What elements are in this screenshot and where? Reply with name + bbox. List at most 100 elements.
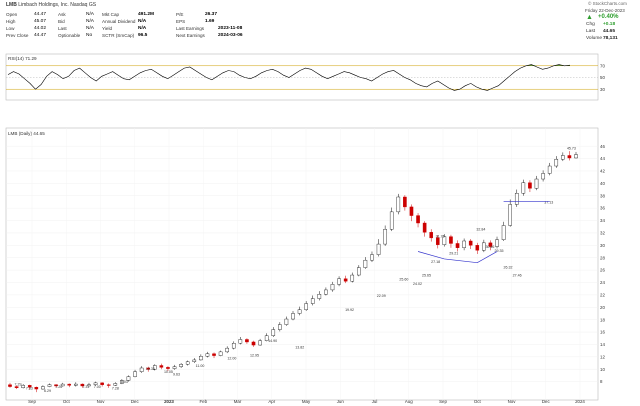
candle-body xyxy=(179,364,183,367)
candle-body xyxy=(488,242,493,247)
chg-label: Chg xyxy=(586,22,595,27)
price-frame xyxy=(5,127,599,401)
candle-body xyxy=(396,196,401,213)
last-earnings-label: Last Earnings xyxy=(176,26,205,31)
candle-body xyxy=(245,339,249,343)
next-earnings-label: Next Earnings xyxy=(176,33,205,38)
candle-body xyxy=(370,254,374,261)
price-title: LMB (Daily) 44.65 xyxy=(8,131,45,136)
rsi-line xyxy=(7,64,571,91)
candle-body xyxy=(383,229,387,245)
price-annotation: 32.84 xyxy=(476,228,485,232)
candle-body xyxy=(133,371,137,377)
price-annotation: 25.65 xyxy=(422,274,431,278)
candle-body xyxy=(297,309,302,314)
price-annotation: 24.02 xyxy=(413,282,422,286)
candle-body xyxy=(251,341,256,346)
candle-body xyxy=(47,384,52,387)
candle-body xyxy=(442,236,447,245)
price-x-tick-label: Dec xyxy=(542,399,551,404)
optionable-value: No xyxy=(86,33,93,38)
price-y-ticks: 46 44 42 40 38 36 34 32 30 28 26 24 22 20 18 16 14 12 10 8 xyxy=(600,144,605,384)
symbol-title: LMB Limbach Holdings, Inc. Nasdaq GS xyxy=(6,2,96,8)
candle-body xyxy=(429,232,434,239)
candle-body xyxy=(284,318,289,325)
price-tick-label: 28 xyxy=(600,255,605,260)
candle-body xyxy=(139,367,144,372)
bid-value: N/A xyxy=(86,19,94,24)
pe-value: 26.37 xyxy=(205,12,218,17)
price-annotation: 7.31 xyxy=(82,385,89,389)
price-annotation: 29.21 xyxy=(449,251,458,255)
price-annotation: 14.90 xyxy=(268,339,277,343)
candle-body xyxy=(8,384,12,387)
candle-body xyxy=(54,384,58,387)
price-x-tick-label: 2023 xyxy=(164,399,174,404)
candle-body xyxy=(152,365,157,370)
candle-body xyxy=(409,206,414,216)
price-annotation: 7.29 xyxy=(15,383,22,387)
price-x-tick-label: Sep xyxy=(439,399,447,404)
candle-body xyxy=(574,154,578,159)
price-annotation: 7.00 xyxy=(94,385,101,389)
candle-body xyxy=(146,367,151,370)
candle-body xyxy=(475,245,480,251)
candle-body xyxy=(343,278,348,282)
price-tick-label: 34 xyxy=(600,218,605,223)
candle-body xyxy=(60,383,65,387)
rsi-tick-label: 50 xyxy=(600,75,605,80)
price-tick-label: 36 xyxy=(600,206,605,211)
candle-body xyxy=(495,239,499,247)
change-percent: +0.40% xyxy=(598,14,619,20)
candle-body xyxy=(67,383,72,386)
candle-body xyxy=(528,182,532,189)
candle-body xyxy=(376,243,381,255)
annual-dividend-value: N/A xyxy=(138,19,147,24)
rsi-panel: RSI(14) 71.29 70 50 30 xyxy=(5,53,605,101)
candle-body xyxy=(514,193,519,205)
price-annotation: 9.63 xyxy=(173,373,180,377)
sctr-value: 96.5 xyxy=(138,33,148,38)
candle-body xyxy=(363,259,368,268)
price-x-tick-label: Nov xyxy=(97,399,106,404)
price-tick-label: 8 xyxy=(600,379,603,384)
price-x-ticks: Sep Oct Nov Dec 2023 Feb Mar Apr May Jun Jul Aug Sep… xyxy=(28,399,585,404)
candle-body xyxy=(126,376,131,381)
candle-body xyxy=(317,294,322,299)
price-annotation: 7.26 xyxy=(55,385,62,389)
candle-body xyxy=(304,303,308,310)
candle-body xyxy=(120,380,124,384)
candle-body xyxy=(324,289,328,295)
price-tick-label: 32 xyxy=(600,231,605,236)
price-tick-label: 46 xyxy=(600,144,605,149)
yield-value: N/A xyxy=(138,26,147,31)
chart-date: Friday 22-Dec-2023 xyxy=(585,8,625,13)
price-tick-label: 42 xyxy=(600,169,605,174)
price-tick-label: 30 xyxy=(600,243,605,248)
next-earnings-value: 2024-03-06 xyxy=(218,33,243,38)
last-value: N/A xyxy=(86,26,94,31)
chg-value: +0.18 xyxy=(603,22,616,27)
price-annotation: 13.82 xyxy=(295,345,304,349)
price-annotation: 7.33 xyxy=(26,386,33,390)
price-annotation: 31.75 xyxy=(436,235,445,239)
candle-body xyxy=(541,173,545,180)
price-annotation: 45.73 xyxy=(567,147,576,151)
price-tick-label: 22 xyxy=(600,292,605,297)
rsi-frame xyxy=(5,53,599,101)
rsi-title: RSI(14) 71.29 xyxy=(8,56,37,61)
candle-body xyxy=(205,353,210,357)
candle-body xyxy=(264,335,269,341)
volume-value: 78,131 xyxy=(603,36,618,41)
price-annotation: 25.60 xyxy=(399,277,408,281)
last-label: Last xyxy=(58,26,67,31)
price-annotation: 11.00 xyxy=(196,364,205,368)
price-x-tick-label: Dec xyxy=(131,399,140,404)
price-tick-label: 18 xyxy=(600,317,605,322)
price-annotation: 30.46 xyxy=(485,245,494,249)
candle-body xyxy=(34,386,39,390)
candle-body xyxy=(199,356,203,361)
mkt-cap-label: Mkt Cap xyxy=(102,12,120,17)
candle-body xyxy=(403,196,407,208)
candle-body xyxy=(231,342,236,349)
